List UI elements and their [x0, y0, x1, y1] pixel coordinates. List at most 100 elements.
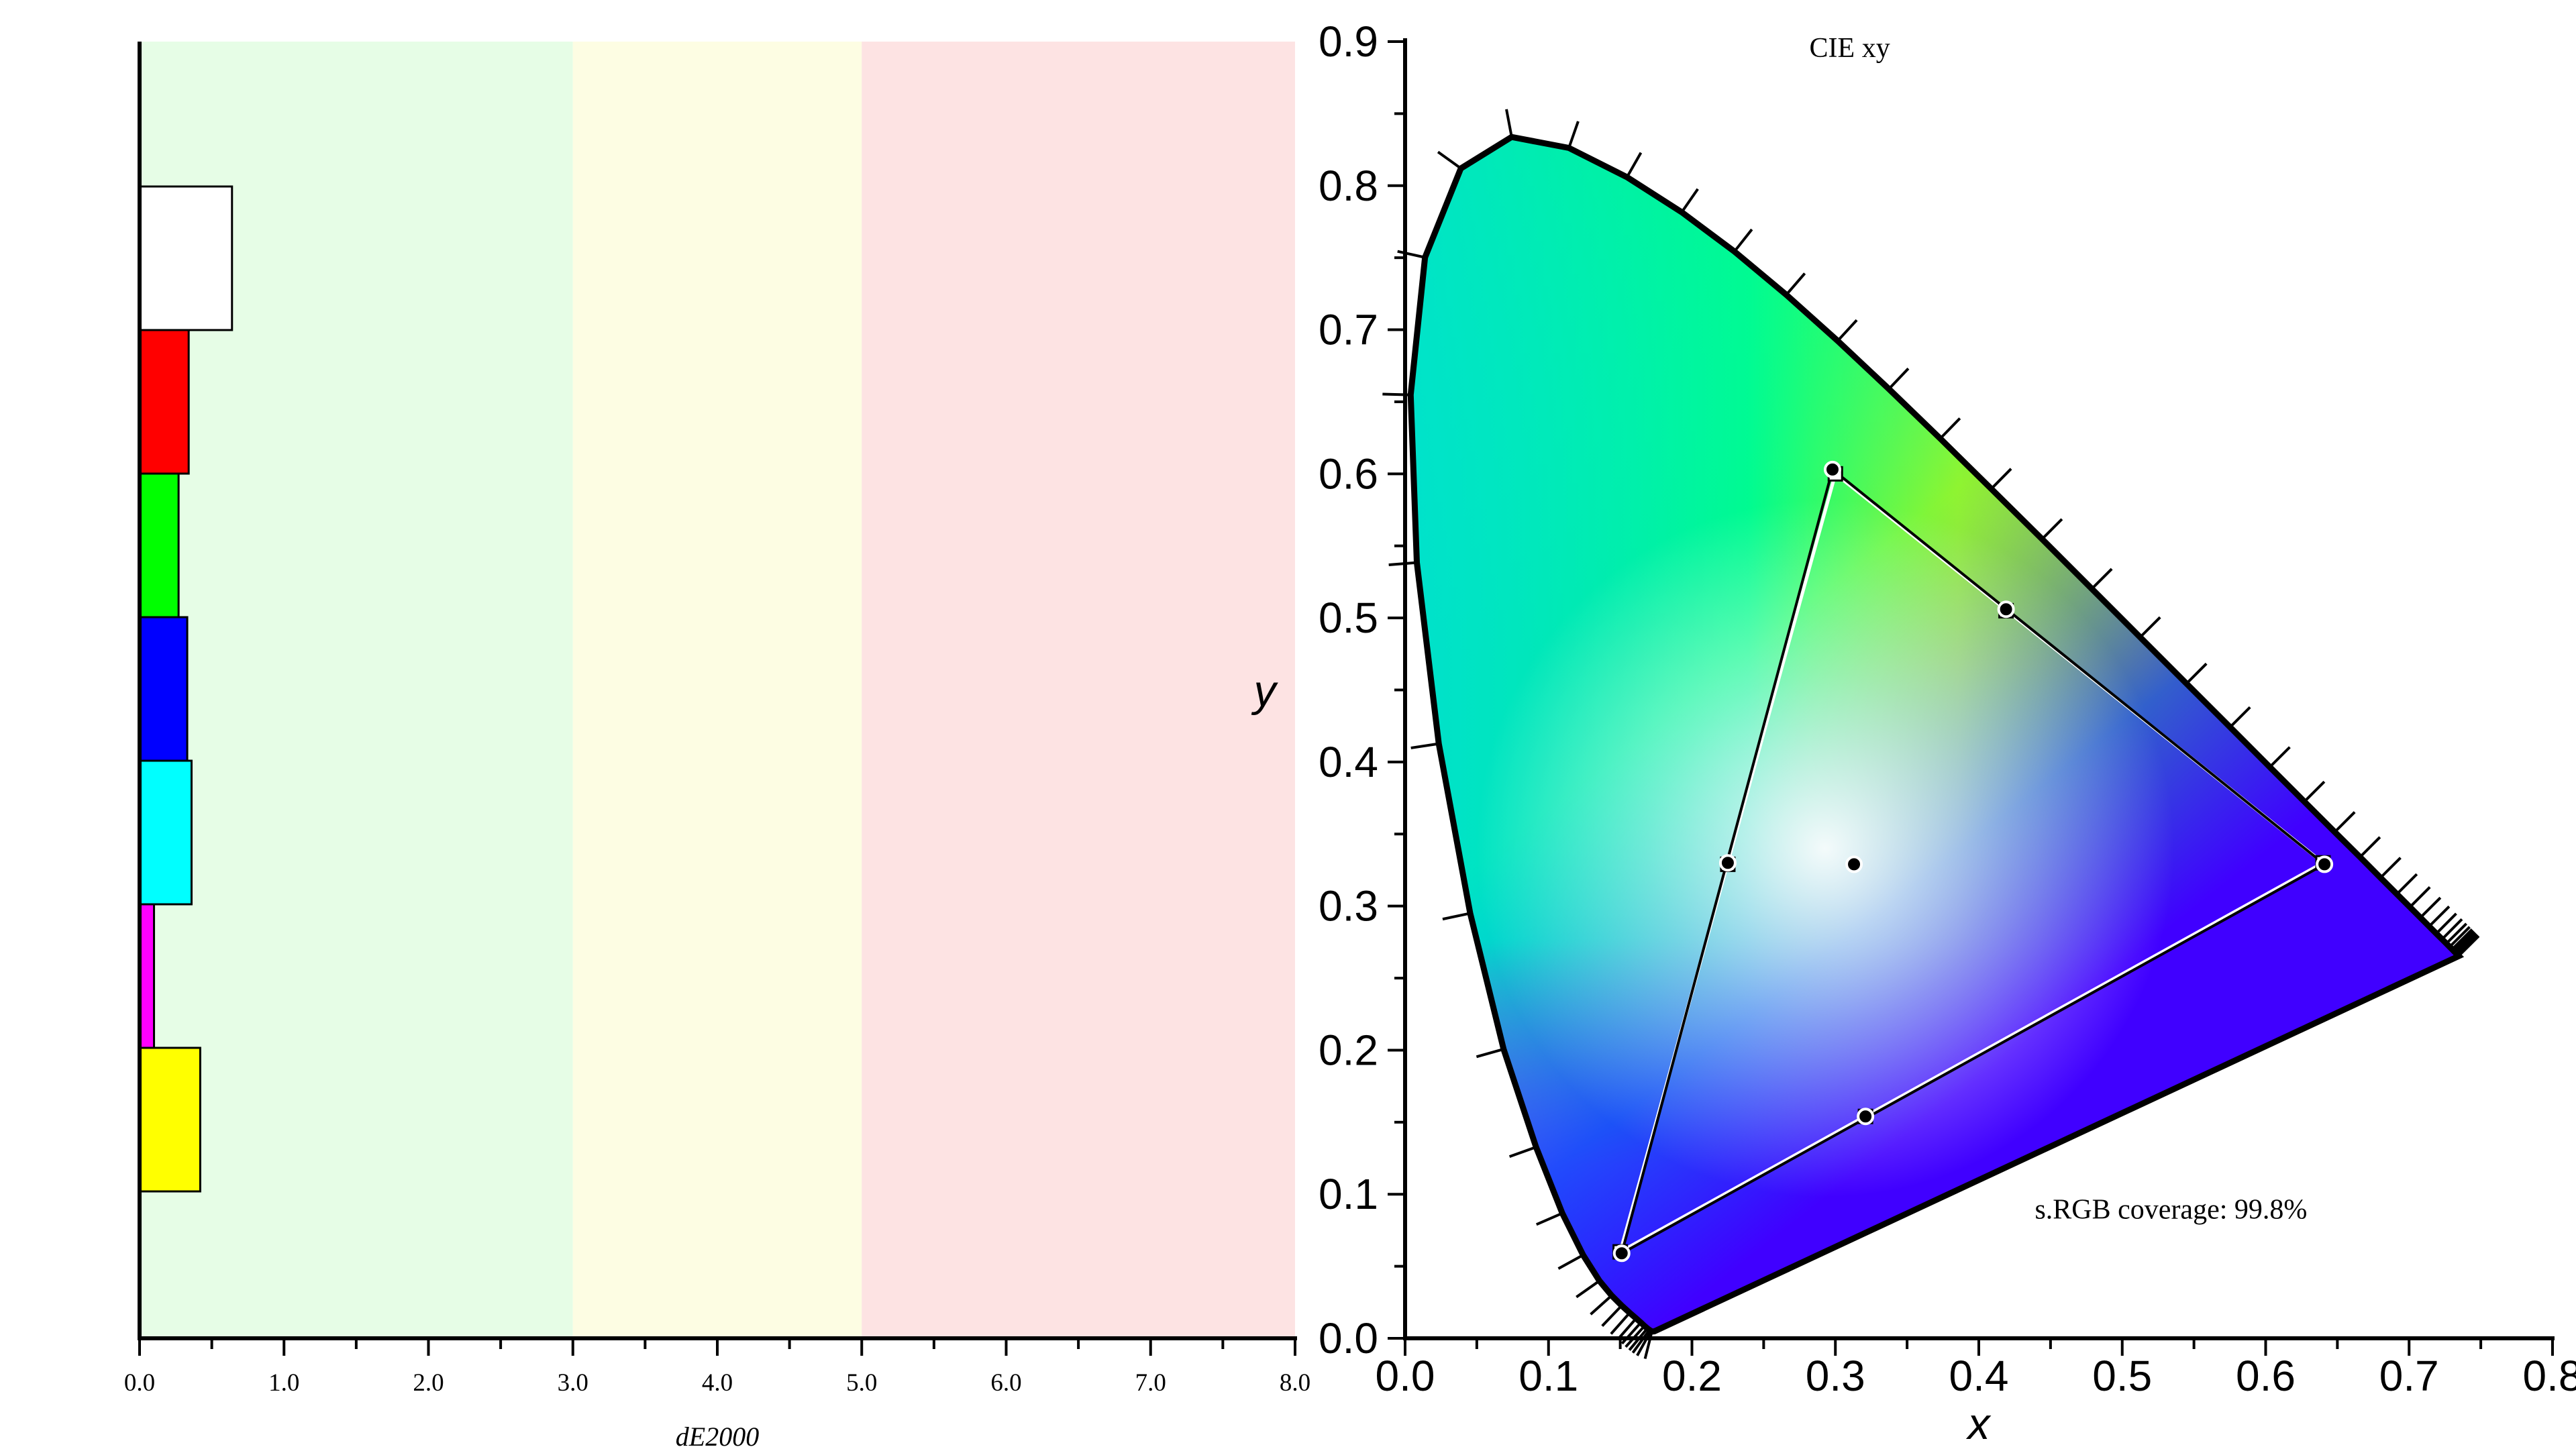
locus-fill-layer-5	[1410, 137, 2459, 1332]
x-tick-label: 0.5	[2092, 1352, 2152, 1400]
wavelength-tick	[2453, 930, 2475, 952]
measured-marker	[1845, 855, 1863, 873]
wavelength-tick	[1888, 368, 1910, 390]
bar-1	[138, 329, 190, 475]
y-tick-label: 0.9	[1319, 17, 1378, 66]
wavelength-tick	[2455, 932, 2477, 955]
wavelength-tick	[1397, 250, 1426, 259]
wavelength-tick	[1505, 109, 1513, 138]
wavelength-tick	[1590, 1294, 1613, 1316]
chart-title: CIE xy	[1810, 33, 1890, 64]
wavelength-tick	[1388, 561, 1417, 567]
wavelength-ticks	[1382, 109, 2480, 1359]
measured-marker	[1997, 600, 2015, 619]
x-tick-label: 0.0	[1376, 1352, 1435, 1400]
wavelength-tick	[1535, 1212, 1563, 1226]
wavelength-tick	[1733, 228, 1753, 253]
wavelength-tick	[1643, 1331, 1653, 1359]
wavelength-tick	[1939, 417, 1961, 440]
wavelength-tick	[2445, 922, 2468, 945]
wavelength-tick	[2409, 886, 2431, 908]
x-tick-label: 7.0	[1135, 1369, 1166, 1397]
spectral-locus-outline	[1407, 133, 2465, 1335]
wavelength-tick	[1680, 188, 1699, 213]
wavelength-tick	[2457, 934, 2480, 957]
cie-xy-chart: 0.0 0.1 0.2 0.3 0.4 0.5 0.6 0.7 0.8 0.0 0.1 0.2 0.3 0…	[1251, 17, 2576, 1448]
y-tick-label: 0.3	[1319, 882, 1378, 930]
y-tick-label: 0.4	[1319, 738, 1378, 786]
wavelength-tick	[1990, 468, 2012, 490]
x-tick-label: 3.0	[558, 1369, 588, 1397]
coverage-annotation: s.RGB coverage: 99.8%	[2034, 1195, 2307, 1226]
measured-marker	[1823, 460, 1841, 478]
bar-series	[138, 185, 234, 1193]
bar-0	[138, 185, 234, 331]
x-tick-label: 2.0	[413, 1369, 444, 1397]
wavelength-tick	[2428, 905, 2451, 928]
x-tick-label: 0.0	[124, 1369, 155, 1397]
wavelength-tick	[2185, 662, 2208, 685]
wavelength-tick	[2041, 518, 2063, 541]
tolerance-bands	[140, 42, 1295, 1338]
bar-4	[138, 759, 193, 906]
tolerance-band-2	[862, 42, 1295, 1338]
wavelength-tick	[1625, 152, 1643, 178]
x-tick-label: 0.2	[1662, 1352, 1722, 1400]
wavelength-tick	[1636, 1330, 1653, 1356]
wavelength-tick	[2334, 811, 2356, 833]
x-tick-label: 0.8	[2523, 1352, 2576, 1400]
wavelength-tick	[2395, 873, 2418, 896]
measured-marker	[1718, 854, 1737, 872]
y-tick-label: 0.6	[1319, 449, 1378, 498]
x-tick-label: 1.0	[268, 1369, 299, 1397]
y-tick-label: 0.8	[1319, 162, 1378, 210]
y-axis-title: y	[1251, 666, 1279, 716]
spectral-locus-fill	[1410, 137, 2459, 1332]
x-tick-label: 0.1	[1518, 1352, 1578, 1400]
wavelength-tick	[1442, 912, 1471, 921]
x-axis-title: dE2000	[676, 1421, 759, 1449]
y-tick-label: 0.7	[1319, 306, 1378, 354]
x-tick-label: 5.0	[846, 1369, 877, 1397]
cie-axes: 0.0 0.1 0.2 0.3 0.4 0.5 0.6 0.7 0.8 0.0 0.1 0.2 0.3 0…	[1319, 17, 2576, 1400]
wavelength-tick	[2359, 836, 2381, 859]
y-tick-label: 0.1	[1319, 1170, 1378, 1218]
tolerance-band-1	[572, 42, 862, 1338]
y-tick-label: 0.2	[1319, 1026, 1378, 1074]
wavelength-tick	[1631, 1329, 1651, 1354]
x-tick-label: 8.0	[1280, 1369, 1310, 1397]
y-tick-label: 0.0	[1319, 1314, 1378, 1362]
bar-6	[138, 1046, 201, 1193]
wavelength-tick	[1410, 742, 1439, 749]
wavelength-tick	[1567, 121, 1580, 149]
bar-3	[138, 616, 189, 762]
wavelength-tick	[2269, 746, 2291, 768]
wavelength-tick	[1476, 1048, 1504, 1059]
wavelength-tick	[1437, 150, 1462, 170]
x-tick-label: 0.3	[1806, 1352, 1865, 1400]
wavelength-tick	[1837, 319, 1858, 342]
wavelength-tick	[2451, 928, 2473, 951]
x-tick-label: 0.4	[1949, 1352, 2009, 1400]
x-tick-label: 0.6	[2236, 1352, 2296, 1400]
x-tick-label: 0.7	[2379, 1352, 2439, 1400]
wavelength-tick	[2419, 896, 2442, 919]
wavelength-tick	[1616, 1318, 1637, 1341]
wavelength-tick	[2440, 918, 2463, 941]
de2000-bar-chart: 0.0 1.0 2.0 3.0 4.0 5.0 6.0 7.0 8.0 dE2000	[124, 42, 1310, 1449]
wavelength-tick	[2091, 568, 2113, 590]
measured-marker	[2316, 855, 2334, 873]
wavelength-tick	[2139, 616, 2161, 639]
wavelength-tick	[1557, 1254, 1584, 1270]
wavelength-tick	[2435, 912, 2457, 935]
wavelength-tick	[1785, 272, 1806, 296]
y-tick-label: 0.5	[1319, 594, 1378, 642]
x-tick-label: 4.0	[702, 1369, 733, 1397]
bar-5	[138, 903, 156, 1049]
wavelength-tick	[2454, 931, 2476, 953]
measured-points	[1612, 460, 2334, 1263]
wavelength-tick	[2229, 706, 2251, 729]
x-axis-de2000: 0.0 1.0 2.0 3.0 4.0 5.0 6.0 7.0 8.0	[124, 42, 1310, 1397]
wavelength-tick	[1508, 1146, 1537, 1159]
